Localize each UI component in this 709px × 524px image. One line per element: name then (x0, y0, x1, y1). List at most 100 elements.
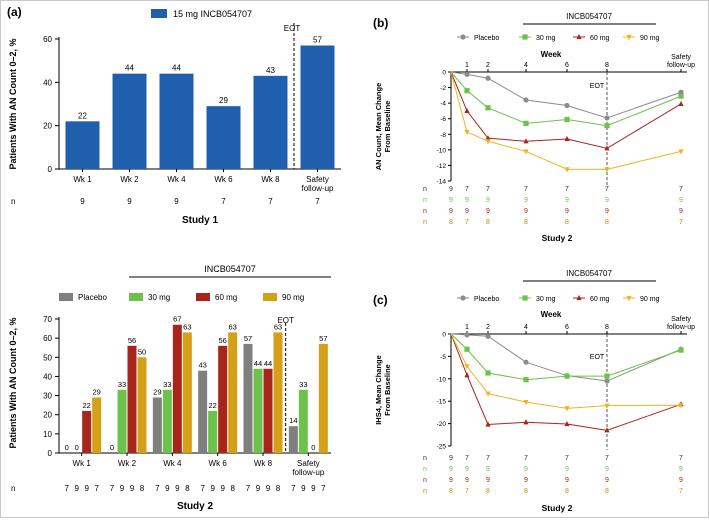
x-tick-label: Wk 4 (167, 175, 186, 184)
y-axis-label: Patients With AN Count 0–2, % (8, 317, 18, 448)
n-value: 7 (200, 484, 205, 493)
bar-90-mg (318, 343, 328, 453)
bar-90-mg (92, 397, 102, 453)
legend-swatch (263, 293, 277, 301)
n-value: 9 (175, 484, 180, 493)
n-value: 9 (605, 197, 609, 204)
n-value: 8 (565, 219, 569, 226)
data-point (464, 71, 470, 77)
n-value: 7 (94, 484, 99, 493)
legend-marker (460, 295, 466, 301)
x-tick-label: 1 (465, 324, 469, 331)
bar (206, 106, 241, 169)
n-value: 8 (524, 488, 528, 495)
y-tick-label: 50 (43, 353, 52, 362)
data-point (464, 88, 470, 94)
bar-data-label: 22 (78, 111, 87, 120)
n-value: 7 (246, 484, 251, 493)
legend-marker (460, 34, 466, 40)
n-value: 8 (524, 219, 528, 226)
n-value: 8 (140, 484, 145, 493)
n-value: 7 (486, 455, 490, 462)
y-tick-label: 30 (43, 392, 52, 401)
n-value: 7 (155, 484, 160, 493)
n-value: 7 (605, 186, 609, 193)
x-tick-label: Safety (671, 316, 691, 323)
n-value: 8 (486, 219, 490, 226)
data-point (678, 93, 684, 99)
n-value: 9 (565, 466, 569, 473)
x-tick-label-line: follow-up (301, 184, 334, 193)
data-point (604, 373, 610, 379)
data-point (564, 135, 570, 142)
bar-data-label: 56 (218, 336, 226, 345)
data-point (485, 333, 491, 339)
bar-data-label: 67 (173, 315, 181, 324)
n-value: 7 (64, 484, 69, 493)
bar-60-mg (263, 368, 273, 453)
bar-data-label: 0 (311, 443, 315, 452)
panel-label: (c) (373, 293, 388, 307)
x-tick-label: 6 (565, 62, 569, 69)
n-value: 9 (486, 477, 490, 484)
x-tick-label-line: Wk 1 (73, 459, 92, 468)
study-label: Study 2 (542, 233, 573, 243)
bar-30-mg (162, 389, 172, 453)
eot-label: EOT (590, 354, 605, 361)
x-tick-label: Safety (671, 54, 691, 61)
n-value: 7 (679, 488, 683, 495)
n-label: n (423, 219, 427, 226)
data-point (604, 145, 610, 151)
bar-60-mg (82, 410, 92, 453)
n-value: 8 (486, 488, 490, 495)
bar-data-label: 33 (118, 380, 126, 389)
x-tick-label: 8 (605, 62, 609, 69)
n-label: n (423, 197, 427, 204)
y-tick-label: 40 (43, 78, 52, 87)
n-value: 7 (315, 197, 320, 206)
x-tick-label-line: Wk 1 (73, 175, 92, 184)
n-value: 7 (679, 219, 683, 226)
data-point (485, 421, 491, 427)
data-point (604, 115, 610, 121)
y-tick-label: -20 (437, 421, 447, 428)
y-tick-label: -6 (440, 116, 446, 123)
n-value: 7 (679, 455, 683, 462)
data-point (564, 102, 570, 109)
n-value: 8 (565, 488, 569, 495)
bar-data-label: 63 (274, 322, 282, 331)
n-value: 9 (679, 466, 683, 473)
n-value: 7 (465, 219, 469, 226)
bar-data-label: 0 (110, 443, 114, 452)
n-value: 9 (679, 477, 683, 484)
n-value: 7 (291, 484, 296, 493)
n-value: 9 (524, 208, 528, 215)
bar-data-label: 22 (208, 401, 216, 410)
bar-data-label: 0 (75, 443, 79, 452)
legend-label: 30 mg (148, 293, 170, 302)
data-point (485, 75, 491, 81)
study-label: Study 1 (182, 215, 219, 226)
study-label: Study 2 (177, 501, 214, 512)
y-tick-label: -12 (437, 163, 447, 170)
n-value: 7 (465, 488, 469, 495)
legend-swatch (196, 293, 210, 301)
n-value: 7 (221, 197, 226, 206)
bar-90-mg (273, 332, 283, 453)
legend-label: 30 mg (536, 35, 556, 42)
data-point (678, 403, 684, 409)
n-value: 7 (486, 186, 490, 193)
legend-label: 15 mg INCB054707 (173, 9, 252, 19)
bar (159, 73, 194, 169)
y-tick-label: -14 (437, 179, 447, 186)
bar-data-label: 43 (198, 361, 206, 370)
treatment-label: INCB054707 (204, 264, 256, 274)
data-point (678, 347, 684, 353)
bar (253, 75, 288, 169)
y-tick-label: -10 (437, 147, 447, 154)
bar-60-mg (218, 345, 228, 453)
n-value: 9 (130, 484, 135, 493)
